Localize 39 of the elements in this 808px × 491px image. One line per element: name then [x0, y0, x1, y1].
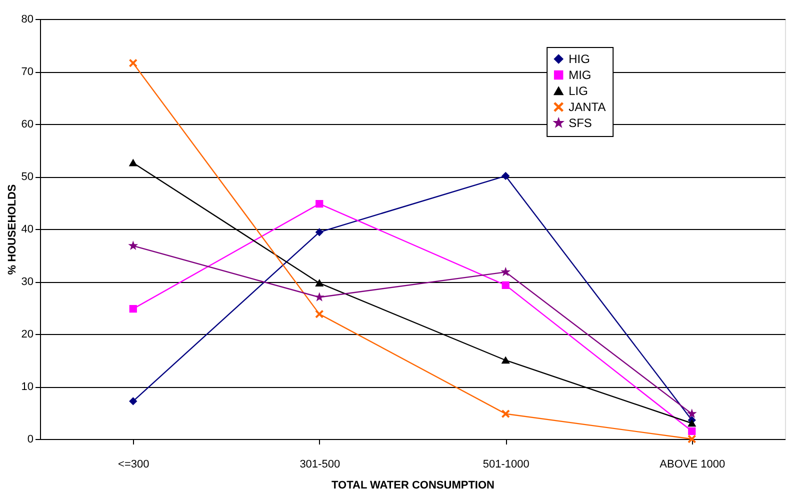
y-tick-label: 0: [27, 434, 34, 446]
point: [129, 59, 137, 67]
point: [129, 304, 137, 313]
y-tick-label: 30: [21, 276, 34, 288]
y-tick-label: 10: [21, 381, 34, 393]
y-axis-title: % HOUSEHOLDS: [6, 184, 18, 275]
x-axis-title: TOTAL WATER CONSUMPTION: [332, 480, 495, 491]
point: [688, 427, 696, 435]
point: [316, 200, 324, 208]
point: [502, 268, 510, 276]
y-tick-label: 20: [21, 328, 34, 340]
y-tick-label: 80: [21, 14, 34, 26]
point: [316, 293, 324, 300]
point: [688, 420, 696, 427]
point: [129, 242, 137, 250]
point: [688, 410, 696, 418]
legend-label: HIG: [568, 52, 590, 66]
point: [129, 159, 137, 166]
legend-label: LIG: [568, 84, 588, 98]
y-tick-label: 60: [21, 118, 34, 130]
y-tick-label: 50: [21, 171, 34, 183]
point: [502, 356, 510, 364]
point: [502, 410, 510, 418]
y-tick-label: 70: [21, 66, 34, 78]
legend-label: MIG: [568, 68, 592, 82]
x-tick-label: ABOVE 1000: [660, 458, 726, 470]
point: [502, 172, 510, 180]
legend-label: SFS: [568, 116, 592, 130]
point: [129, 397, 137, 406]
x-tick-label: 501-1000: [482, 458, 530, 470]
point: [316, 228, 324, 236]
point: [316, 280, 324, 286]
point: [502, 281, 510, 289]
legend-label: JANTA: [568, 100, 606, 114]
x-tick-label: <=300: [118, 458, 150, 470]
y-tick-label: 40: [21, 224, 34, 236]
x-tick-label: 301-500: [300, 458, 340, 470]
point: [688, 435, 696, 443]
point: [316, 310, 324, 318]
